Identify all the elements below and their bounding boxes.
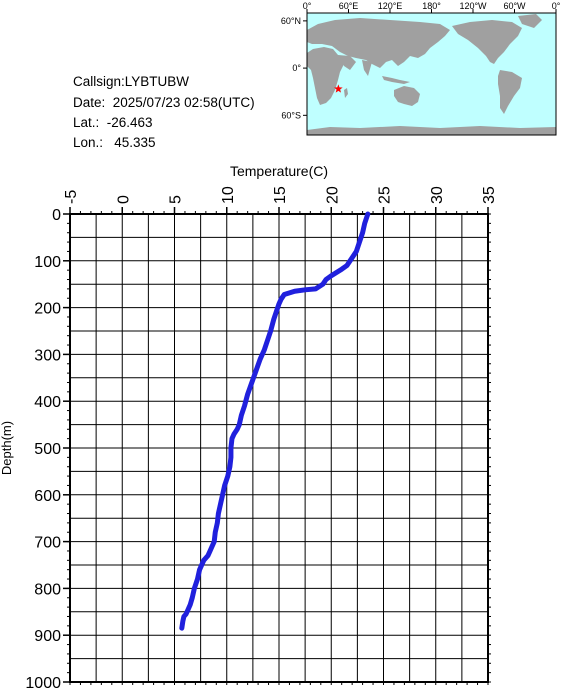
map-lat-label: 0° <box>292 63 301 73</box>
y-tick-label: 400 <box>34 394 61 411</box>
y-tick-label: 800 <box>34 581 61 598</box>
map-lon-label: 120°E <box>378 1 403 11</box>
antarctica-land <box>307 126 556 135</box>
x-axis-label: Temperature(C) <box>230 163 328 179</box>
x-tick-label: 10 <box>220 186 237 204</box>
map-lon-label: 0° <box>552 1 561 11</box>
x-tick-label: 5 <box>168 195 185 204</box>
map-longitude-labels: 0° 60°E 120°E 180° 120°W 60°W 0° <box>303 1 561 11</box>
map-lat-label: 60°S <box>281 110 301 120</box>
y-tick-labels: 0 100 200 300 400 500 600 700 800 900 1000 <box>25 207 61 690</box>
x-tick-label: 35 <box>481 186 498 204</box>
x-tick-labels: -5 0 5 10 15 20 25 30 35 <box>63 186 498 204</box>
indonesia-land <box>382 76 410 84</box>
y-tick-label: 200 <box>34 301 61 318</box>
latitude-text: Lat.: -26.463 <box>73 115 153 130</box>
longitude-text: Lon.: 45.335 <box>73 135 156 150</box>
temperature-profile-line <box>179 211 371 631</box>
x-tick-label: 30 <box>429 186 446 204</box>
eurasia-land <box>307 18 450 68</box>
y-tick-label: 300 <box>34 347 61 364</box>
north-america-land <box>452 20 522 64</box>
map-tick-marks <box>303 9 557 116</box>
temperature-profile-series <box>179 211 371 631</box>
station-marker-icon <box>334 84 343 93</box>
x-tick-label: 0 <box>115 195 132 204</box>
y-tick-label: 0 <box>52 207 61 224</box>
india-land <box>362 60 372 76</box>
africa-land <box>307 47 346 105</box>
chart-grid <box>69 213 489 683</box>
world-map: 0° 60°E 120°E 180° 120°W 60°W 0° 60°N0°60°S <box>281 1 561 136</box>
y-tick-label: 500 <box>34 441 61 458</box>
x-tick-label: 15 <box>272 186 289 204</box>
date-text: Date: 2025/07/23 02:58(UTC) <box>73 95 255 110</box>
x-tick-label: 20 <box>324 186 341 204</box>
x-tick-label: 25 <box>377 186 394 204</box>
y-axis-label: Depth(m) <box>0 421 14 475</box>
map-lon-label: 120°W <box>459 1 487 11</box>
map-lon-label: 0° <box>303 1 312 11</box>
japan-land <box>410 42 416 54</box>
callsign-text: Callsign:LYBTUBW <box>73 74 190 89</box>
y-tick-label: 900 <box>34 628 61 645</box>
y-tick-label: 100 <box>34 254 61 271</box>
land-masses <box>307 14 556 135</box>
y-tick-label: 700 <box>34 535 61 552</box>
y-tick-label: 600 <box>34 488 61 505</box>
x-tick-label: -5 <box>63 190 80 204</box>
map-lon-label: 60°E <box>339 1 359 11</box>
y-tick-label: 1000 <box>25 675 61 690</box>
map-lon-label: 60°W <box>503 1 526 11</box>
south-america-land <box>498 70 522 114</box>
greenland-land <box>518 14 542 28</box>
chart-minor-ticks <box>63 207 491 685</box>
australia-land <box>394 86 420 106</box>
station-marker <box>334 84 343 93</box>
madagascar-land <box>344 88 348 98</box>
map-latitude-labels: 60°N 0° 60°S <box>281 16 302 120</box>
arabia-land <box>338 55 356 70</box>
plot-frame <box>69 213 489 683</box>
map-lon-label: 180° <box>422 1 441 11</box>
map-lat-label: 60°N <box>281 16 301 26</box>
